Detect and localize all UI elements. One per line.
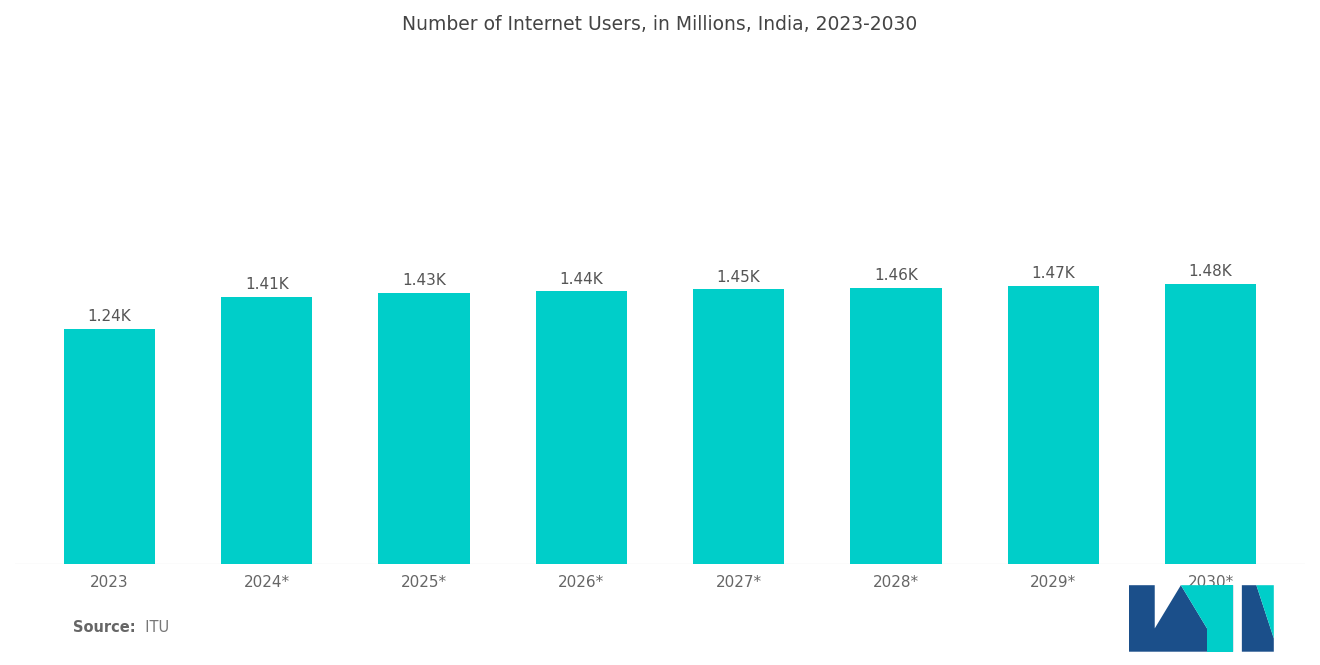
- Polygon shape: [1242, 585, 1274, 638]
- Bar: [220, 297, 313, 564]
- Polygon shape: [1242, 585, 1274, 652]
- Bar: [1166, 284, 1257, 564]
- Text: 1.48K: 1.48K: [1189, 264, 1233, 279]
- Text: 1.45K: 1.45K: [717, 270, 760, 285]
- Polygon shape: [1129, 585, 1233, 652]
- Bar: [850, 287, 941, 564]
- Title: Number of Internet Users, in Millions, India, 2023-2030: Number of Internet Users, in Millions, I…: [403, 15, 917, 34]
- Text: 1.24K: 1.24K: [87, 309, 131, 325]
- Text: Source:: Source:: [73, 620, 135, 635]
- Bar: [536, 291, 627, 564]
- Text: 1.43K: 1.43K: [403, 273, 446, 289]
- Bar: [1007, 286, 1100, 564]
- Text: 1.41K: 1.41K: [244, 277, 289, 293]
- Text: 1.46K: 1.46K: [874, 268, 917, 283]
- Text: 1.44K: 1.44K: [560, 271, 603, 287]
- Text: ITU: ITU: [136, 620, 169, 635]
- Polygon shape: [1181, 585, 1206, 628]
- Bar: [693, 289, 784, 564]
- Bar: [63, 329, 154, 564]
- Text: 1.47K: 1.47K: [1031, 266, 1076, 281]
- Bar: [379, 293, 470, 564]
- Polygon shape: [1206, 585, 1233, 652]
